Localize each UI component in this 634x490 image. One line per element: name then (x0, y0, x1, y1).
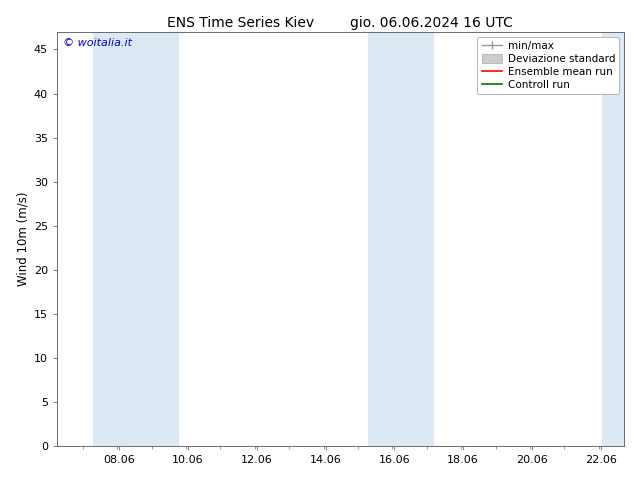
Y-axis label: Wind 10m (m/s): Wind 10m (m/s) (16, 192, 30, 286)
Legend: min/max, Deviazione standard, Ensemble mean run, Controll run: min/max, Deviazione standard, Ensemble m… (477, 37, 619, 94)
Bar (93, 32, 179, 446)
Text: gio. 06.06.2024 16 UTC: gio. 06.06.2024 16 UTC (350, 16, 512, 30)
Bar (368, 32, 434, 446)
Text: © woitalia.it: © woitalia.it (63, 38, 132, 48)
Text: ENS Time Series Kiev: ENS Time Series Kiev (167, 16, 314, 30)
Bar (602, 32, 624, 446)
